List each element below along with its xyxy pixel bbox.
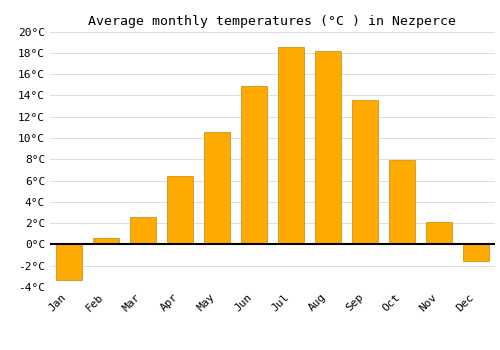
Bar xyxy=(278,48,304,244)
Bar xyxy=(464,244,489,261)
Bar xyxy=(352,100,378,244)
Bar xyxy=(426,222,452,244)
Bar xyxy=(56,244,82,280)
Bar xyxy=(92,238,118,244)
Bar xyxy=(167,176,193,244)
Bar xyxy=(315,51,341,244)
Bar xyxy=(241,86,267,244)
Bar xyxy=(204,132,230,244)
Bar xyxy=(390,160,415,244)
Bar xyxy=(130,217,156,244)
Title: Average monthly temperatures (°C ) in Nezperce: Average monthly temperatures (°C ) in Ne… xyxy=(88,15,456,28)
